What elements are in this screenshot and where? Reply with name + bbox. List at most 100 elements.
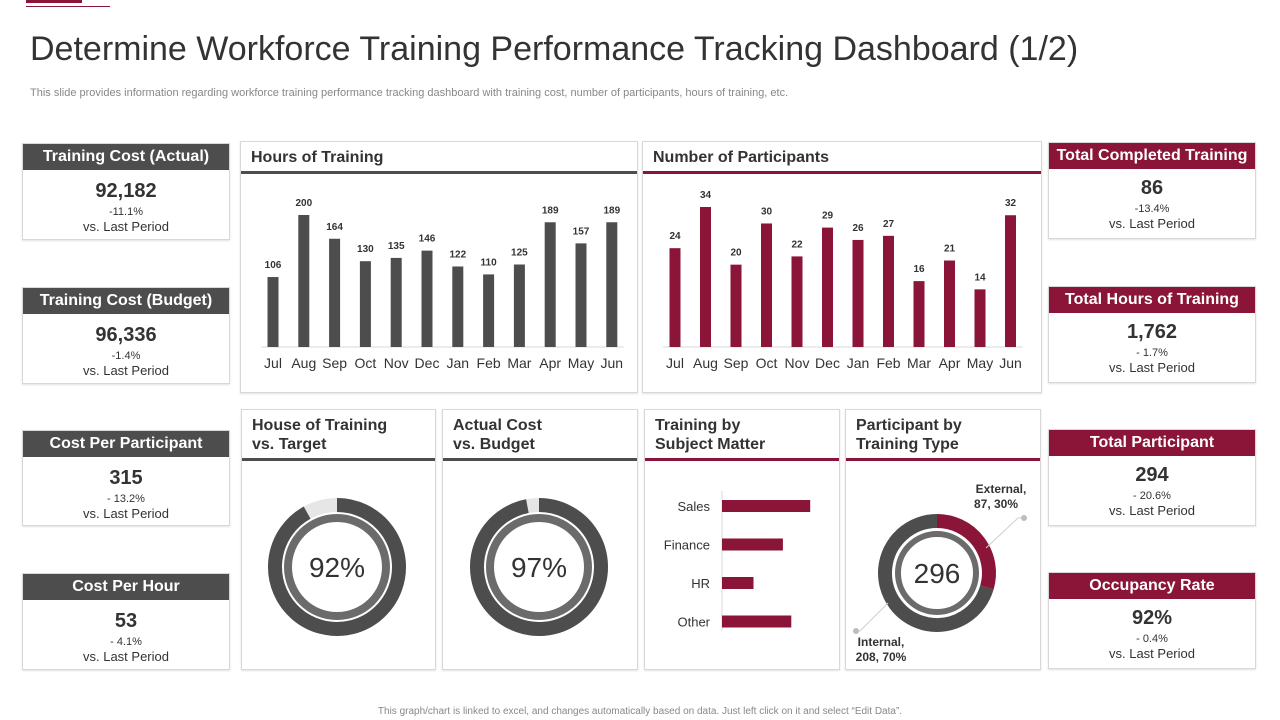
bar bbox=[298, 215, 310, 347]
tick-label: Jul bbox=[264, 355, 282, 371]
bar bbox=[1005, 215, 1016, 347]
kpi-total-participant: Total Participant 294 - 20.6% vs. Last P… bbox=[1048, 429, 1256, 526]
panel-underline bbox=[241, 171, 637, 174]
data-label: 34 bbox=[700, 190, 712, 201]
kpi-compare: vs. Last Period bbox=[1109, 503, 1195, 518]
page-subtitle: This slide provides information regardin… bbox=[30, 87, 789, 99]
data-label: 146 bbox=[419, 234, 436, 245]
house-of-training-donut: 92% bbox=[268, 498, 406, 636]
actual-cost-donut: 97% bbox=[470, 498, 608, 636]
kpi-label: Total Participant bbox=[1049, 430, 1255, 456]
kpi-total-completed-training: Total Completed Training 86 -13.4% vs. L… bbox=[1048, 142, 1256, 239]
kpi-value: 92,182 bbox=[95, 180, 157, 202]
number-of-participants-chart: 24 Jul 34 Aug 20 Sep 30 Oct 22 Nov 29 Dec 26 Jan 27 Feb… bbox=[663, 190, 1023, 371]
data-label: 26 bbox=[852, 223, 864, 234]
kpi-label: Total Completed Training bbox=[1049, 143, 1255, 169]
kpi-value: 315 bbox=[109, 467, 143, 489]
tick-label: Jan bbox=[447, 355, 470, 371]
bar bbox=[730, 264, 742, 347]
category-label: Other bbox=[677, 615, 710, 630]
internal-value-label: 208, 70% bbox=[856, 650, 907, 664]
kpi-change: - 13.2% bbox=[107, 493, 145, 505]
bar bbox=[700, 207, 711, 347]
data-label: 157 bbox=[573, 226, 590, 237]
tick-label: Dec bbox=[415, 355, 440, 371]
kpi-cost-per-participant: Cost Per Participant 315 - 13.2% vs. Las… bbox=[22, 430, 230, 526]
tick-label: Feb bbox=[876, 355, 900, 371]
kpi-change: -1.4% bbox=[111, 350, 141, 362]
kpi-cost-per-hour: Cost Per Hour 53 - 4.1% vs. Last Period bbox=[22, 573, 230, 670]
bar bbox=[722, 577, 754, 589]
kpi-compare: vs. Last Period bbox=[83, 649, 169, 664]
bar bbox=[452, 266, 464, 347]
tick-label: Mar bbox=[907, 355, 931, 371]
participant-by-training-type-panel: Participant by Training Type 296 External… bbox=[845, 409, 1041, 670]
bar bbox=[791, 256, 803, 347]
tick-label: Jun bbox=[601, 355, 624, 371]
kpi-label: Cost Per Hour bbox=[23, 574, 229, 600]
tick-label: Nov bbox=[785, 355, 810, 371]
donut-inner-ring bbox=[895, 531, 979, 615]
tick-label: Oct bbox=[756, 355, 778, 371]
data-label: 22 bbox=[791, 239, 803, 250]
bar bbox=[329, 238, 341, 347]
kpi-occupancy-rate: Occupancy Rate 92% - 0.4% vs. Last Perio… bbox=[1048, 572, 1256, 669]
internal-leader-dot bbox=[853, 628, 859, 634]
panel-underline bbox=[242, 458, 435, 461]
bar bbox=[913, 281, 925, 347]
actual-cost-vs-budget-panel: Actual Cost vs. Budget 97% bbox=[442, 409, 638, 670]
kpi-change: - 20.6% bbox=[1133, 490, 1171, 502]
panel-underline bbox=[645, 458, 839, 461]
bar bbox=[606, 222, 618, 347]
bar bbox=[575, 243, 587, 347]
bar bbox=[359, 261, 371, 347]
tick-label: May bbox=[568, 355, 594, 371]
panel-title-line-2: Training Type bbox=[856, 436, 959, 453]
data-label: 110 bbox=[481, 257, 498, 268]
panel-title-line-1: Actual Cost bbox=[453, 417, 542, 434]
tick-label: Nov bbox=[384, 355, 409, 371]
bar bbox=[513, 264, 525, 347]
house-of-training-vs-target-panel: House of Training vs. Target 92% bbox=[241, 409, 436, 670]
kpi-compare: vs. Last Period bbox=[83, 219, 169, 234]
data-label: 200 bbox=[295, 198, 312, 209]
bar bbox=[669, 248, 681, 347]
data-label: 14 bbox=[974, 272, 986, 283]
footer-note: This graph/chart is linked to excel, and… bbox=[377, 706, 903, 717]
tick-label: Dec bbox=[815, 355, 840, 371]
training-by-subject-chart: Sales Finance HR Other bbox=[664, 491, 811, 631]
bar bbox=[722, 615, 792, 628]
page-title: Determine Workforce Training Performance… bbox=[30, 30, 1079, 68]
bar bbox=[267, 277, 279, 347]
data-label: 16 bbox=[913, 264, 925, 275]
category-label: Sales bbox=[677, 499, 710, 514]
data-label: 20 bbox=[730, 248, 742, 259]
data-label: 125 bbox=[511, 248, 528, 259]
data-label: 106 bbox=[265, 260, 282, 271]
tick-label: Oct bbox=[355, 355, 377, 371]
bar bbox=[390, 257, 402, 347]
kpi-compare: vs. Last Period bbox=[83, 363, 169, 378]
category-label: HR bbox=[691, 576, 710, 591]
data-label: 27 bbox=[883, 219, 895, 230]
donut-value-arc bbox=[268, 498, 406, 636]
donut-inner-ring bbox=[284, 514, 390, 620]
data-label: 189 bbox=[542, 205, 559, 216]
tick-label: Feb bbox=[477, 355, 501, 371]
kpi-training-cost-budget: Training Cost (Budget) 96,336 -1.4% vs. … bbox=[22, 287, 230, 384]
kpi-change: -11.1% bbox=[108, 206, 144, 218]
panel-underline bbox=[643, 171, 1041, 174]
data-label: 21 bbox=[944, 244, 956, 255]
data-label: 24 bbox=[669, 231, 681, 242]
external-value-label: 87, 30% bbox=[974, 497, 1018, 511]
top-accent-line bbox=[26, 0, 82, 3]
tick-label: Aug bbox=[693, 355, 718, 371]
kpi-label: Total Hours of Training bbox=[1049, 287, 1255, 313]
kpi-compare: vs. Last Period bbox=[1109, 360, 1195, 375]
panel-underline bbox=[846, 458, 1040, 461]
hours-of-training-panel: Hours of Training 106 Jul 200 Aug 164 Sep 130 O… bbox=[240, 141, 638, 393]
donut-value-arc bbox=[470, 498, 608, 636]
training-by-subject-panel: Training by Subject Matter Sales Finance H… bbox=[644, 409, 840, 670]
external-slice bbox=[936, 514, 996, 590]
bar bbox=[883, 235, 894, 347]
